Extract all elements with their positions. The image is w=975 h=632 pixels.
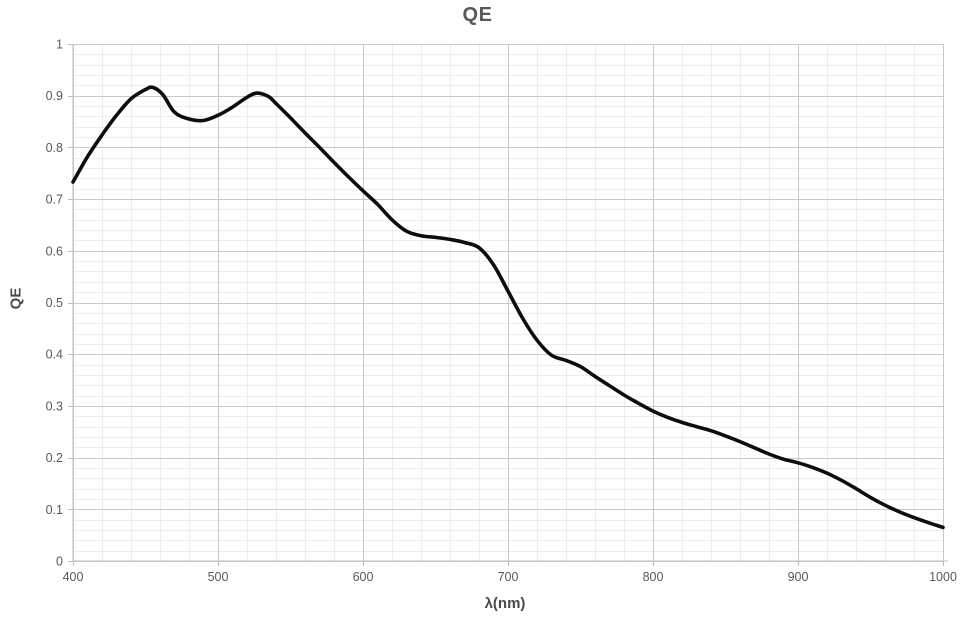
y-tick-label: 0 — [56, 555, 63, 569]
y-tick-label: 0.9 — [46, 89, 63, 103]
qe-curve — [71, 85, 945, 530]
chart-title: QE — [462, 4, 493, 26]
x-tick-label: 700 — [498, 570, 519, 584]
y-tick-label: 0.4 — [46, 348, 63, 362]
y-tick-label: 0.3 — [46, 399, 63, 413]
y-tick-labels: 0 0.1 0.2 0.3 0.4 0.5 0.6 0.7 0.8 0.9 1 — [46, 38, 63, 569]
major-gridlines — [73, 44, 944, 562]
y-tick-label: 0.5 — [46, 296, 63, 310]
y-tick-label: 0.1 — [46, 503, 63, 517]
y-tick-label: 0.6 — [46, 244, 63, 258]
x-tick-labels: 400 500 600 700 800 900 1000 — [63, 570, 957, 584]
y-tick-label: 0.8 — [46, 141, 63, 155]
x-axis-title: λ(nm) — [484, 595, 526, 612]
x-tick-label: 1000 — [929, 570, 957, 584]
x-tick-label: 500 — [208, 570, 229, 584]
x-tick-label: 600 — [353, 570, 374, 584]
x-tick-label: 400 — [63, 570, 84, 584]
axis-lines — [68, 44, 948, 566]
y-tick-label: 1 — [56, 38, 63, 52]
x-tick-label: 800 — [643, 570, 664, 584]
y-tick-label: 0.7 — [46, 193, 63, 207]
y-tick-label: 0.2 — [46, 451, 63, 465]
x-tick-label: 900 — [788, 570, 809, 584]
